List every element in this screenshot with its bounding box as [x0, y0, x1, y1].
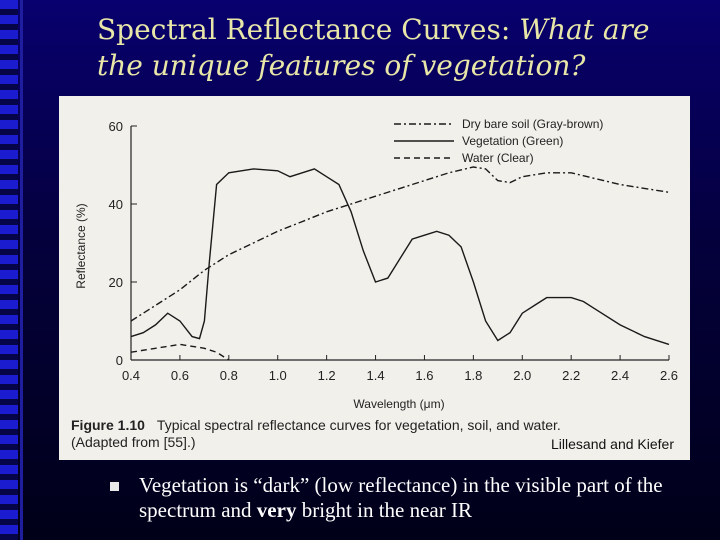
y-tick-label: 0	[116, 353, 123, 368]
bullet-text-part2: bright in the near IR	[296, 498, 472, 522]
caption-source: (Adapted from [55].)	[71, 434, 196, 450]
title-regular: Spectral Reflectance Curves:	[97, 13, 520, 46]
x-tick-label: 1.0	[269, 368, 287, 383]
x-tick-label: 2.2	[562, 368, 580, 383]
x-ticks: 0.4 0.6 0.8 1.0 1.2 1.4 1.6 1.8 2.0 2.2 2.4 2.6	[122, 355, 678, 383]
caption-text: Typical spectral reflectance curves for …	[157, 417, 561, 433]
bullet-text: Vegetation is “dark” (low reflectance) i…	[139, 473, 670, 523]
x-tick-label: 0.8	[220, 368, 238, 383]
water-curve	[130, 343, 230, 361]
x-tick-label: 0.6	[171, 368, 189, 383]
x-tick-label: 1.4	[367, 368, 385, 383]
y-tick-label: 60	[109, 119, 123, 134]
square-bullet-icon	[110, 482, 119, 491]
legend-vegetation-label: Vegetation (Green)	[462, 134, 563, 148]
legend-soil-label: Dry bare soil (Gray-brown)	[462, 117, 603, 131]
reflectance-chart: 0 20 40 60 0.4 0.6 0.8 1.0 1.2 1.4 1.6 1.8 2.0 2.2 2.…	[71, 117, 678, 450]
legend: Dry bare soil (Gray-brown) Vegetation (Gr…	[394, 117, 603, 165]
x-tick-label: 2.6	[660, 368, 678, 383]
x-tick-label: 2.0	[513, 368, 531, 383]
bullet-text-bold: very	[256, 498, 297, 522]
y-tick-label: 20	[109, 275, 123, 290]
figure-caption: Figure 1.10 Typical spectral reflectance …	[71, 417, 561, 433]
figure-panel: 0 20 40 60 0.4 0.6 0.8 1.0 1.2 1.4 1.6 1.8 2.0 2.2 2.…	[59, 96, 690, 460]
slide-title: Spectral Reflectance Curves: What are th…	[97, 12, 697, 84]
bullet-item: Vegetation is “dark” (low reflectance) i…	[110, 473, 670, 523]
bullet-text-part1: Vegetation is “dark” (low reflectance) i…	[139, 473, 663, 522]
title-italic: What are the unique features of vegetati…	[97, 13, 650, 82]
x-tick-label: 2.4	[611, 368, 629, 383]
x-axis-label: Wavelength (μm)	[353, 397, 444, 411]
x-tick-label: 0.4	[122, 368, 140, 383]
x-tick-label: 1.2	[318, 368, 336, 383]
vegetation-curve	[130, 168, 670, 346]
caption-label: Figure 1.10	[71, 417, 145, 433]
legend-water-label: Water (Clear)	[462, 151, 534, 165]
credit-text: Lillesand and Kiefer	[551, 436, 674, 452]
y-axis-label: Reflectance (%)	[74, 203, 88, 288]
sidebar-accent-line	[20, 0, 23, 540]
soil-curve	[130, 166, 670, 322]
series-group	[130, 166, 670, 361]
y-tick-label: 40	[109, 197, 123, 212]
sidebar-stripe-decoration	[0, 0, 18, 540]
x-tick-label: 1.6	[415, 368, 433, 383]
x-tick-label: 1.8	[464, 368, 482, 383]
y-ticks: 0 20 40 60	[109, 119, 137, 368]
